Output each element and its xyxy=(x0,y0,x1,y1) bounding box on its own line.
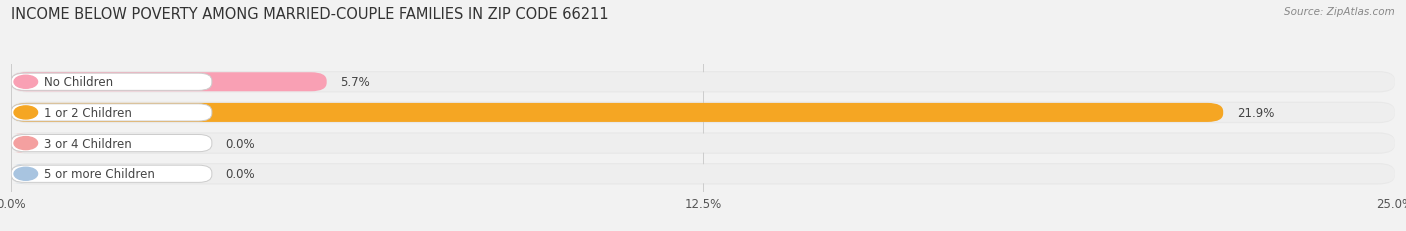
Text: 3 or 4 Children: 3 or 4 Children xyxy=(44,137,132,150)
Text: 0.0%: 0.0% xyxy=(226,137,256,150)
FancyBboxPatch shape xyxy=(11,135,212,152)
Text: INCOME BELOW POVERTY AMONG MARRIED-COUPLE FAMILIES IN ZIP CODE 66211: INCOME BELOW POVERTY AMONG MARRIED-COUPL… xyxy=(11,7,609,22)
Circle shape xyxy=(14,76,38,89)
FancyBboxPatch shape xyxy=(11,103,1223,122)
FancyBboxPatch shape xyxy=(11,103,1395,122)
FancyBboxPatch shape xyxy=(11,134,28,153)
Circle shape xyxy=(14,137,38,150)
FancyBboxPatch shape xyxy=(11,133,1395,154)
FancyBboxPatch shape xyxy=(11,104,212,122)
FancyBboxPatch shape xyxy=(11,134,1395,153)
Text: 5.7%: 5.7% xyxy=(340,76,370,89)
FancyBboxPatch shape xyxy=(11,72,1395,93)
FancyBboxPatch shape xyxy=(11,164,28,183)
FancyBboxPatch shape xyxy=(11,102,1395,124)
Circle shape xyxy=(14,106,38,119)
FancyBboxPatch shape xyxy=(11,74,212,91)
Text: 1 or 2 Children: 1 or 2 Children xyxy=(44,106,132,119)
Text: 21.9%: 21.9% xyxy=(1237,106,1274,119)
FancyBboxPatch shape xyxy=(11,73,326,92)
FancyBboxPatch shape xyxy=(11,163,1395,185)
Text: 5 or more Children: 5 or more Children xyxy=(44,167,155,180)
Text: Source: ZipAtlas.com: Source: ZipAtlas.com xyxy=(1284,7,1395,17)
Text: 0.0%: 0.0% xyxy=(226,167,256,180)
FancyBboxPatch shape xyxy=(11,165,212,182)
Circle shape xyxy=(14,167,38,180)
FancyBboxPatch shape xyxy=(11,73,1395,92)
Text: No Children: No Children xyxy=(44,76,114,89)
FancyBboxPatch shape xyxy=(11,164,1395,183)
